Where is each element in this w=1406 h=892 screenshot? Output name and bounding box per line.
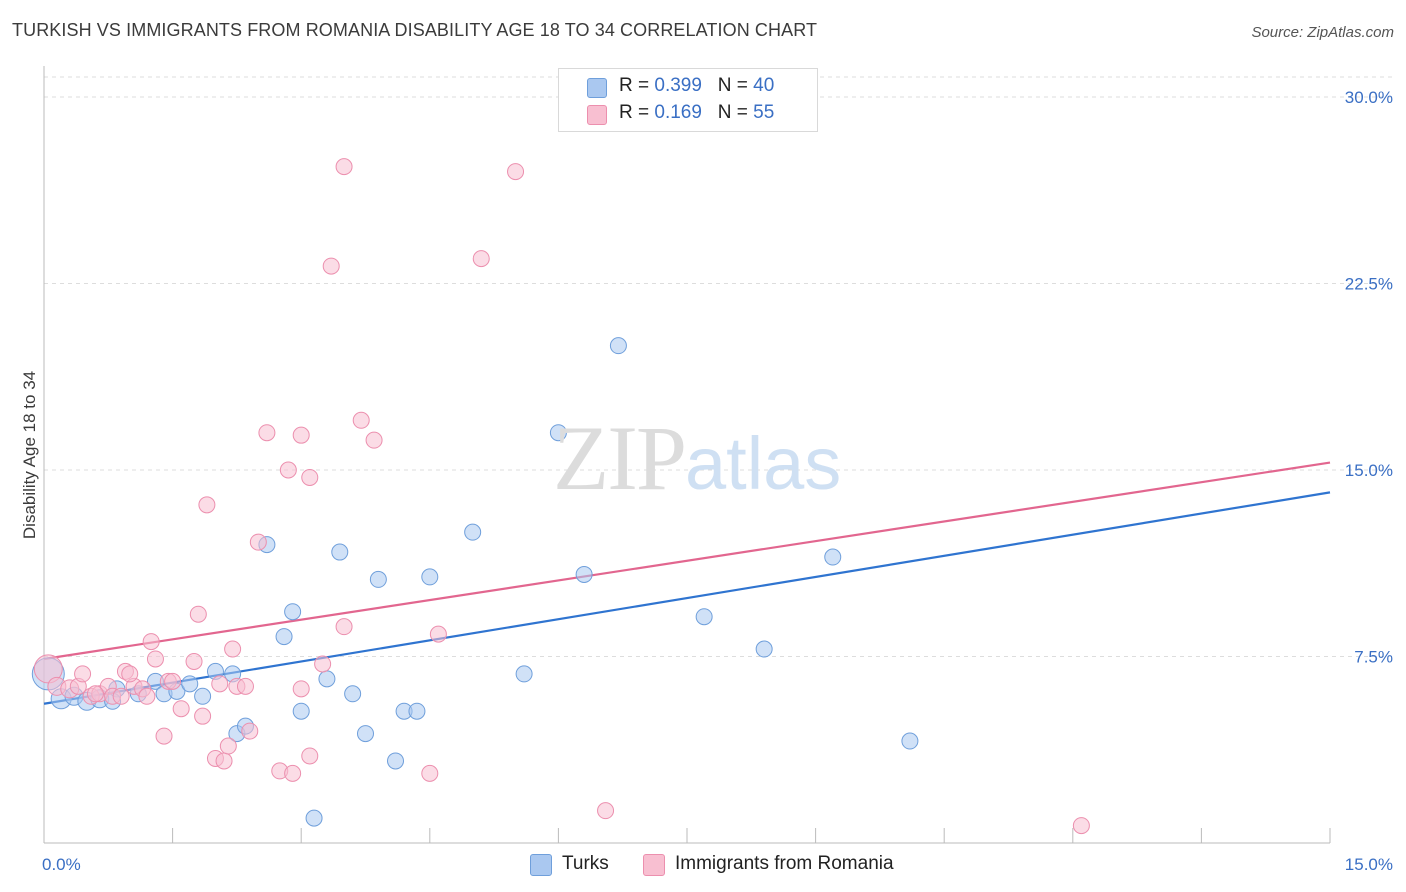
watermark-zip: ZIP	[553, 407, 687, 509]
turks-point	[344, 685, 362, 703]
romania-point	[421, 764, 439, 782]
romania-point	[1072, 817, 1090, 835]
turks-point	[755, 640, 773, 658]
romania-point	[241, 722, 259, 740]
romania-point	[112, 687, 130, 705]
romania-point	[597, 802, 615, 820]
romania-point	[301, 747, 319, 765]
source-label: Source: ZipAtlas.com	[1251, 24, 1394, 41]
turks-swatch	[587, 78, 607, 98]
turks-point	[331, 543, 349, 561]
trend-lines	[43, 461, 1331, 705]
r-value: 0.399	[654, 75, 702, 96]
turks-point	[549, 424, 567, 442]
romania-point	[301, 468, 319, 486]
stats-legend: R = 0.399 N = 40 R = 0.169 N = 55	[558, 68, 818, 132]
turks-point	[181, 675, 199, 693]
romania-point	[185, 652, 203, 670]
romania-point	[142, 633, 160, 651]
romania-point	[352, 411, 370, 429]
romania-point	[146, 650, 164, 668]
data-points	[31, 158, 1090, 835]
turks-point	[824, 548, 842, 566]
turks-point	[408, 702, 426, 720]
romania-point	[211, 675, 229, 693]
n-label: N =	[717, 102, 748, 123]
tick-labels: 7.5% 15.0% 22.5% 30.0% 0.0% 15.0%	[42, 88, 1393, 874]
grid-lines	[44, 76, 1392, 657]
romania-point	[164, 672, 182, 690]
turks-point	[357, 725, 374, 743]
romania-point	[335, 618, 353, 636]
romania-point	[322, 257, 340, 275]
watermark: ZIPatlas	[553, 405, 841, 511]
turks-point	[369, 570, 387, 588]
y-tick-label: 22.5%	[1345, 275, 1393, 294]
romania-swatch	[587, 105, 607, 125]
y-axis-title: Disability Age 18 to 34	[20, 371, 39, 539]
turks-trend-line	[43, 491, 1331, 705]
turks-label: Turks	[562, 853, 609, 874]
turks-point	[901, 732, 919, 750]
turks-point	[275, 628, 293, 646]
turks-point	[575, 565, 593, 583]
romania-point	[121, 665, 139, 683]
romania-point	[236, 677, 254, 695]
turks-point	[609, 337, 627, 355]
y-tick-label: 15.0%	[1345, 461, 1393, 480]
turks-point	[421, 568, 439, 586]
romania-point	[429, 625, 447, 643]
romania-point	[279, 461, 297, 479]
turks-point	[387, 752, 405, 770]
romania-point	[138, 687, 156, 705]
x-tick-label: 15.0%	[1345, 855, 1393, 874]
romania-point	[155, 727, 173, 745]
turks-point	[284, 603, 302, 621]
romania-swatch	[643, 854, 665, 876]
axes	[43, 66, 1331, 844]
romania-point	[194, 707, 212, 725]
turks-point	[515, 665, 533, 683]
romania-point	[172, 700, 190, 718]
romania-point	[335, 158, 353, 176]
romania-trend-line	[43, 461, 1331, 661]
turks-point	[464, 523, 482, 541]
romania-point	[472, 250, 490, 268]
romania-point	[86, 685, 104, 703]
romania-label: Immigrants from Romania	[675, 853, 894, 874]
r-label: R =	[619, 75, 650, 96]
n-label: N =	[717, 75, 748, 96]
turks-point	[292, 702, 310, 720]
watermark-atlas: atlas	[685, 422, 842, 505]
chart-title: TURKISH VS IMMIGRANTS FROM ROMANIA DISAB…	[12, 20, 818, 40]
y-tick-label: 7.5%	[1354, 648, 1393, 667]
romania-point	[219, 737, 237, 755]
n-value: 55	[753, 102, 775, 123]
romania-point	[189, 605, 207, 623]
romania-point	[198, 496, 216, 514]
r-label: R =	[619, 102, 650, 123]
n-value: 40	[753, 75, 775, 96]
r-value: 0.169	[654, 102, 702, 123]
romania-point	[249, 533, 267, 551]
romania-point	[292, 680, 310, 698]
romania-point	[284, 764, 302, 782]
romania-point	[365, 431, 383, 449]
romania-point	[507, 163, 525, 181]
romania-point	[292, 426, 310, 444]
romania-point	[215, 752, 233, 770]
romania-point	[314, 655, 332, 673]
turks-point	[305, 809, 323, 827]
turks-point	[194, 687, 212, 705]
romania-point	[258, 424, 276, 442]
turks-point	[695, 608, 713, 626]
x-tick-label: 0.0%	[42, 855, 81, 874]
turks-swatch	[530, 854, 552, 876]
romania-point	[74, 665, 92, 683]
turks-point	[318, 670, 336, 688]
y-tick-label: 30.0%	[1345, 88, 1393, 107]
romania-point	[224, 640, 242, 658]
